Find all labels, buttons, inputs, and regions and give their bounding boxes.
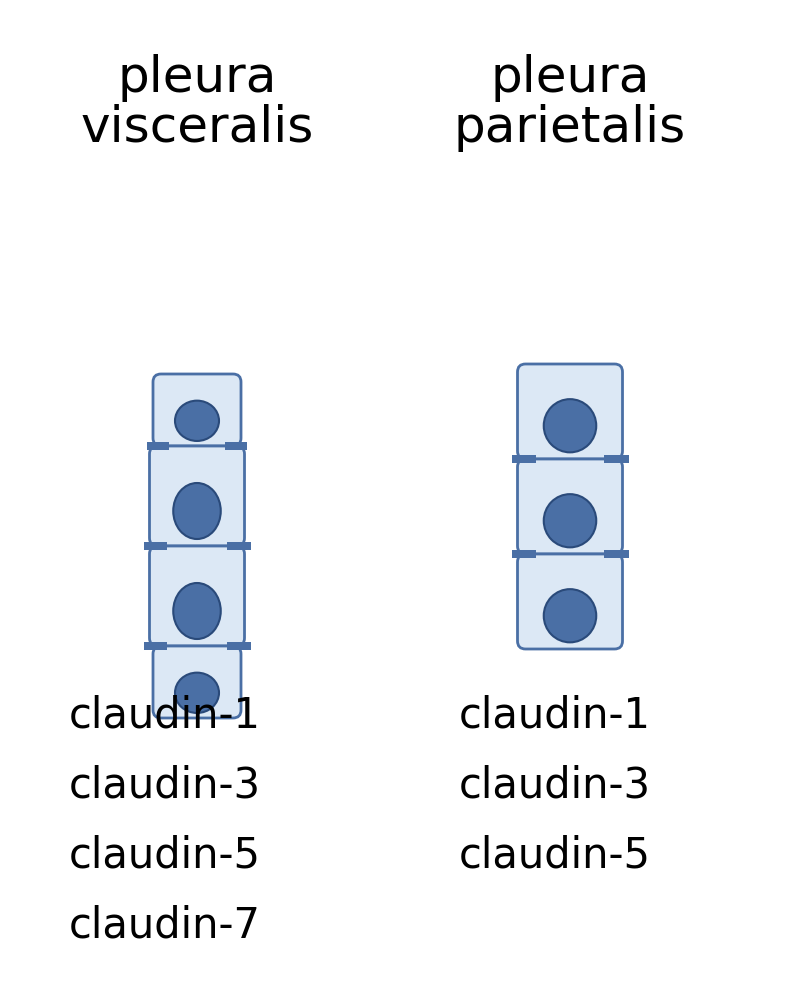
Bar [143, 542, 167, 550]
FancyBboxPatch shape [150, 446, 245, 546]
Bar [604, 550, 629, 558]
FancyBboxPatch shape [153, 374, 241, 446]
Text: parietalis: parietalis [454, 104, 686, 152]
FancyBboxPatch shape [150, 546, 245, 646]
Bar [225, 442, 247, 450]
Text: claudin-7: claudin-7 [69, 904, 261, 946]
Bar [143, 642, 167, 650]
Bar [604, 455, 629, 463]
FancyBboxPatch shape [518, 364, 623, 459]
Bar [227, 542, 250, 550]
Ellipse shape [173, 583, 220, 639]
Text: pleura: pleura [490, 54, 650, 102]
Bar [512, 550, 537, 558]
Text: claudin-1: claudin-1 [69, 694, 261, 736]
Text: visceralis: visceralis [80, 104, 314, 152]
FancyBboxPatch shape [518, 459, 623, 554]
Text: pleura: pleura [117, 54, 277, 102]
Ellipse shape [173, 483, 220, 539]
Bar [227, 642, 250, 650]
FancyBboxPatch shape [153, 646, 241, 718]
Text: claudin-5: claudin-5 [69, 834, 261, 876]
Ellipse shape [175, 401, 219, 441]
Bar [512, 455, 537, 463]
Ellipse shape [175, 673, 219, 713]
Text: claudin-3: claudin-3 [69, 764, 261, 806]
Text: claudin-1: claudin-1 [459, 694, 651, 736]
Ellipse shape [544, 494, 597, 548]
Text: claudin-5: claudin-5 [459, 834, 651, 876]
Bar [147, 442, 169, 450]
FancyBboxPatch shape [518, 554, 623, 649]
Text: claudin-3: claudin-3 [459, 764, 651, 806]
Ellipse shape [544, 589, 597, 642]
Ellipse shape [544, 400, 597, 452]
